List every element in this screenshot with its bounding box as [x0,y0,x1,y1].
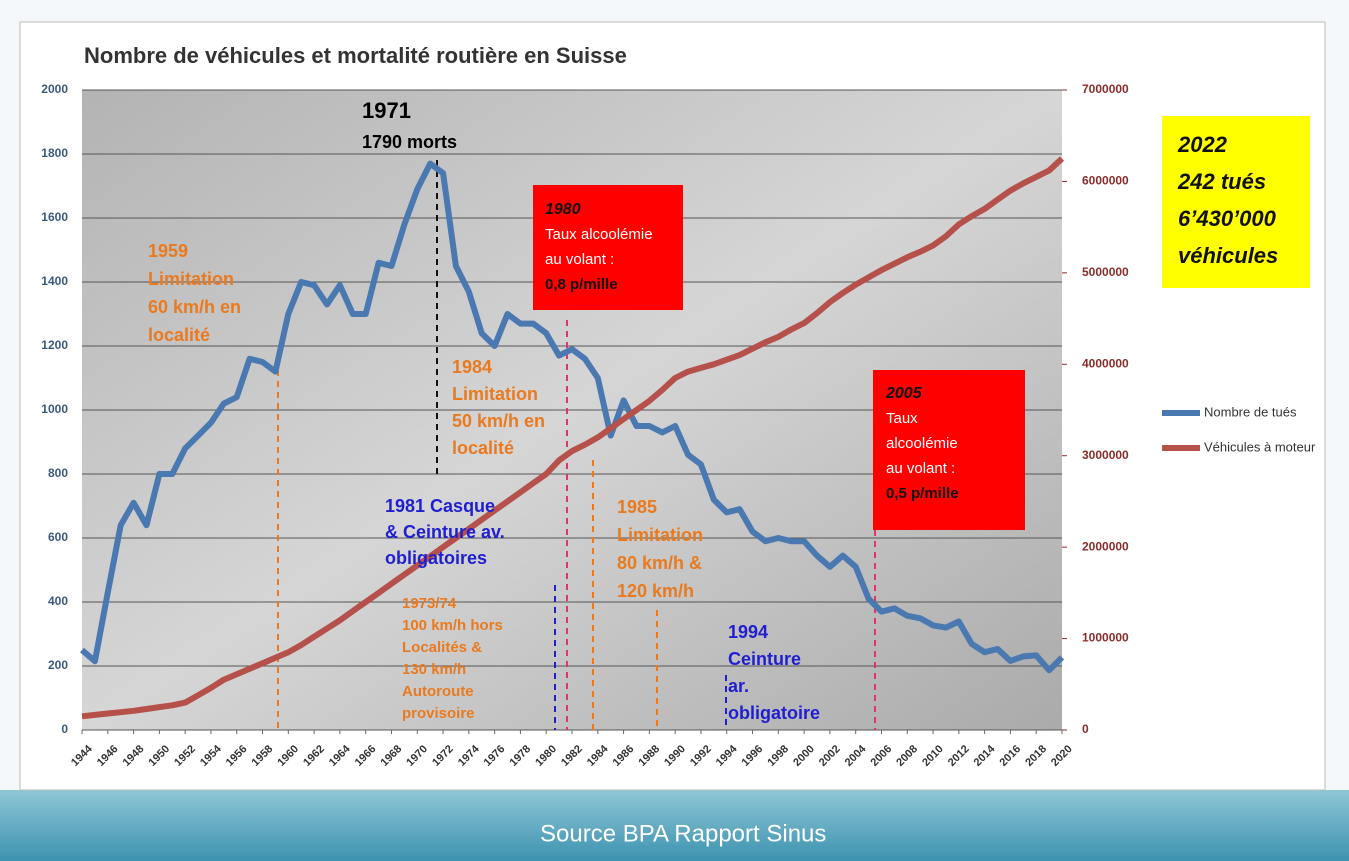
annotation-text: véhicules [1178,243,1278,268]
annotation-text: 1981 Casque [385,496,495,516]
annotation-text: 100 km/h hors [402,617,503,634]
y-tick-label: 1800 [41,146,68,160]
y-tick-label: 400 [48,594,68,608]
legend-label: Nombre de tués [1204,404,1297,419]
y2-tick-label: 0 [1082,722,1089,736]
annotation-text: 2005 [885,385,923,402]
annotation-text: localité [452,438,514,458]
y2-tick-label: 4000000 [1082,356,1129,370]
annotation-box [533,185,683,310]
annotation-text: & Ceinture av. [385,522,505,542]
annotation-text: 1985 [617,497,657,517]
y2-tick-label: 5000000 [1082,265,1129,279]
annotation-text: provisoire [402,705,475,722]
annotation-text: Taux [886,410,918,427]
annotation-text: obligatoire [728,703,820,723]
annotation-text: 1980 [545,201,581,218]
y2-tick-label: 3000000 [1082,448,1129,462]
y2-tick-label: 7000000 [1082,82,1129,96]
annotation-text: Limitation [617,525,703,545]
annotation-box [873,370,1025,530]
y2-tick-label: 2000000 [1082,539,1129,553]
annotation-text: 60 km/h en [148,297,241,317]
annotation-text: localité [148,325,210,345]
annotation-text: 80 km/h & [617,553,702,573]
annotation-text: 6’430’000 [1178,206,1277,231]
annotation-text: 1971 [362,98,411,123]
annotation-text: Taux alcoolémie [545,226,653,243]
annotation-text: 0,5 p/mille [886,485,959,502]
chart-title: Nombre de véhicules et mortalité routièr… [84,43,627,68]
annotation-text: Ceinture [728,649,801,669]
y-tick-label: 0 [61,722,68,736]
y-tick-label: 1400 [41,274,68,288]
annotation-text: ar. [728,676,749,696]
annotation-text: Limitation [452,384,538,404]
annotation-text: 1790 morts [362,132,457,152]
y-tick-label: 1600 [41,210,68,224]
annotation-text: 120 km/h [617,581,694,601]
annotation-text: au volant : [886,460,955,477]
footer-band [0,790,1349,861]
annotation-text: Limitation [148,269,234,289]
series-line [80,160,1065,674]
legend-label: Véhicules à moteur [1204,439,1316,454]
annotation-text: 50 km/h en [452,411,545,431]
annotation-box [1162,116,1310,288]
annotation-text: 130 km/h [402,661,466,678]
annotation-text: obligatoires [385,548,487,568]
y2-tick-label: 1000000 [1082,631,1129,645]
y-tick-label: 1200 [41,338,68,352]
annotation-text: au volant : [545,251,614,268]
y2-tick-label: 6000000 [1082,174,1129,188]
annotation-text: 1984 [452,357,492,377]
annotation-text: Autoroute [402,683,474,700]
y-tick-label: 800 [48,466,68,480]
annotation-text: 2022 [1177,132,1228,157]
annotation-text: 1973/74 [402,595,457,612]
annotation-leaders [277,160,876,730]
annotation-text: 1959 [148,241,188,261]
annotation-text: Localités & [402,639,482,656]
annotation-text: 0,8 p/mille [545,276,618,293]
caption: Source BPA Rapport Sinus [540,820,826,847]
annotation-text: 242 tués [1177,169,1266,194]
annotation-text: alcoolémie [886,435,958,452]
y-tick-label: 600 [48,530,68,544]
series-line [81,156,1065,720]
y-tick-label: 2000 [41,82,68,96]
y-tick-label: 200 [48,658,68,672]
y-tick-label: 1000 [41,402,68,416]
annotation-text: 1994 [728,622,768,642]
